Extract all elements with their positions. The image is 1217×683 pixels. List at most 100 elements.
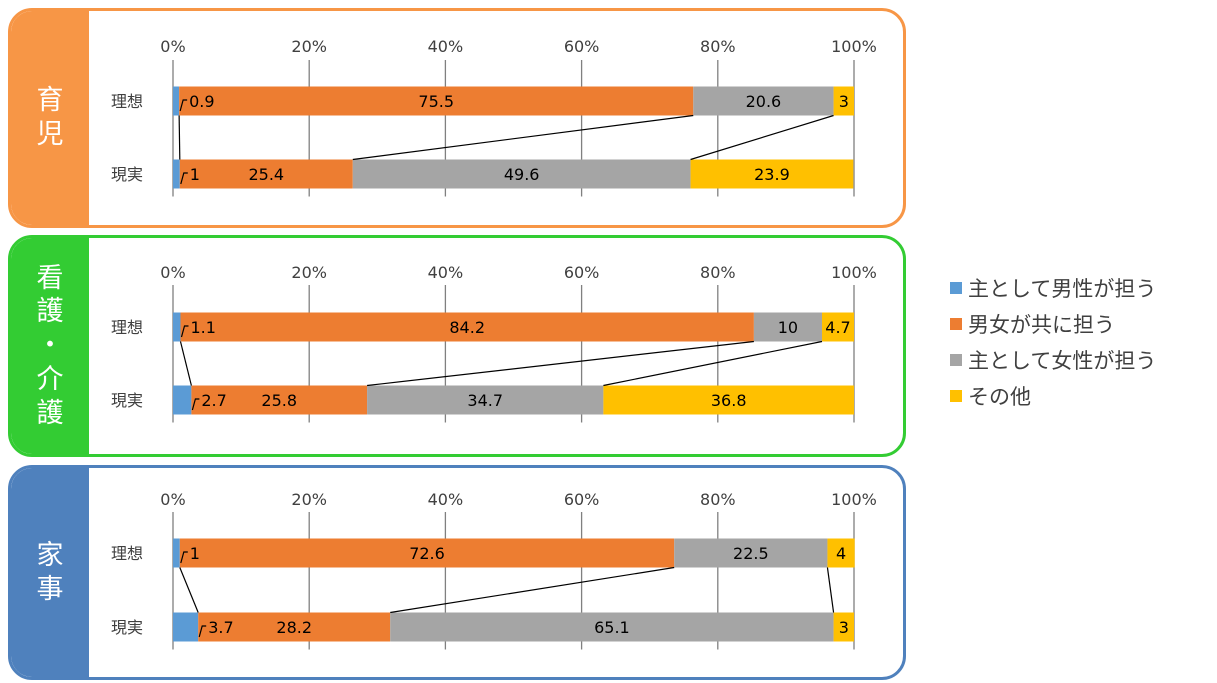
legend-swatch-female [950,354,962,366]
data-label-other: 3 [839,618,849,637]
bar-other [603,385,854,415]
bar-other [833,86,854,116]
x-tick-label: 60% [564,37,600,56]
x-tick-label: 20% [291,490,327,509]
data-label-other: 3 [839,92,849,111]
x-tick-label: 60% [564,490,600,509]
panel-label-char: 児 [36,119,64,150]
data-label-female: 22.5 [733,544,769,563]
panel-label-char: 事 [36,573,64,605]
panel-label: 家事 [11,468,89,677]
data-label-male: 3.7 [208,618,233,637]
bar-female [693,86,834,116]
chart-panel-childcare: 育児 0% 20% 40% 60% 80% 100% 理想 現実 0.9 75.5 20.6 3 1 25… [8,8,906,228]
data-label-both: 84.2 [449,318,485,337]
series-line [352,114,694,161]
legend-label: その他 [968,385,1031,409]
legend-item-both: 男女が共に担う [950,306,1156,342]
series-line [603,340,823,387]
panel-label-char: 育 [36,85,64,117]
series-line [690,114,834,161]
x-tick-label: 20% [291,37,327,56]
legend-swatch-other [950,390,962,402]
panel-label-char: 看 [36,262,64,294]
category-label: 現実 [111,165,143,184]
bar-other [827,538,855,568]
data-label-other: 23.9 [754,165,790,184]
x-tick-label: 20% [291,263,327,282]
legend-label: 男女が共に担う [968,313,1115,337]
data-label-other: 4 [836,544,846,563]
x-tick-label: 80% [700,490,736,509]
data-label-female: 65.1 [594,618,630,637]
series-line [826,567,835,613]
bar-male [173,312,181,342]
category-label: 理想 [111,92,143,111]
bar-both [179,86,694,116]
bar-male [173,86,180,116]
series-line [367,340,754,387]
panel-label-char: 護 [36,397,64,429]
bar-both [180,312,754,342]
legend-swatch-both [950,318,962,330]
legend-item-female: 主として女性が担う [950,342,1156,378]
bar-male [173,159,180,189]
bar-female [753,312,822,342]
x-tick-label: 40% [428,263,464,282]
data-label-male: 1 [190,165,200,184]
series-line [390,566,675,614]
x-tick-label: 40% [428,490,464,509]
data-label-male: 1.1 [190,318,215,337]
bar-other [833,612,854,642]
leader-line [180,325,189,338]
x-tick-label: 60% [564,263,600,282]
bar-female [674,538,828,568]
bar-both [179,159,353,189]
panel-label: 育児 [11,11,89,225]
x-tick-label: 0% [160,37,185,56]
x-tick-label: 100% [831,263,877,282]
category-label: 現実 [111,391,143,410]
data-label-both: 28.2 [276,618,312,637]
bar-other [821,312,854,342]
data-label-female: 34.7 [467,391,503,410]
data-label-both: 25.8 [261,391,297,410]
bar-female [352,159,691,189]
bar-female [390,612,834,642]
data-label-male: 0.9 [189,92,214,111]
bar-male [173,538,180,568]
x-tick-label: 0% [160,263,185,282]
data-label-female: 49.6 [504,165,540,184]
data-label-other: 4.7 [825,318,850,337]
panel-label-char: 介 [36,363,64,395]
legend-label: 主として男性が担う [968,277,1157,301]
bar-female [367,385,604,415]
leader-line [180,172,188,185]
panel-label-char: 家 [36,539,64,571]
data-label-male: 1 [190,544,200,563]
data-label-male: 2.7 [201,391,226,410]
category-label: 理想 [111,318,143,337]
chart-panel-nursing-care: 看護・介護 0% 20% 40% 60% 80% 100% 理想 現実 1.1 84.2 10 4.7… [8,235,906,457]
bar-both [179,538,675,568]
series-line [178,115,181,160]
data-label-both: 72.6 [409,544,445,563]
data-label-both: 75.5 [418,92,454,111]
x-tick-label: 100% [831,37,877,56]
data-label-female: 20.6 [746,92,782,111]
category-label: 理想 [111,544,143,563]
leader-line [198,625,207,638]
bar-other [690,159,854,189]
legend-item-male: 主として男性が担う [950,270,1156,306]
x-tick-label: 80% [700,263,736,282]
x-tick-label: 0% [160,490,185,509]
x-tick-label: 40% [428,37,464,56]
category-label: 現実 [111,618,143,637]
bar-both [198,612,391,642]
data-label-both: 25.4 [248,165,284,184]
bar-male [173,612,199,642]
leader-line [179,99,188,112]
leader-line [180,551,188,564]
